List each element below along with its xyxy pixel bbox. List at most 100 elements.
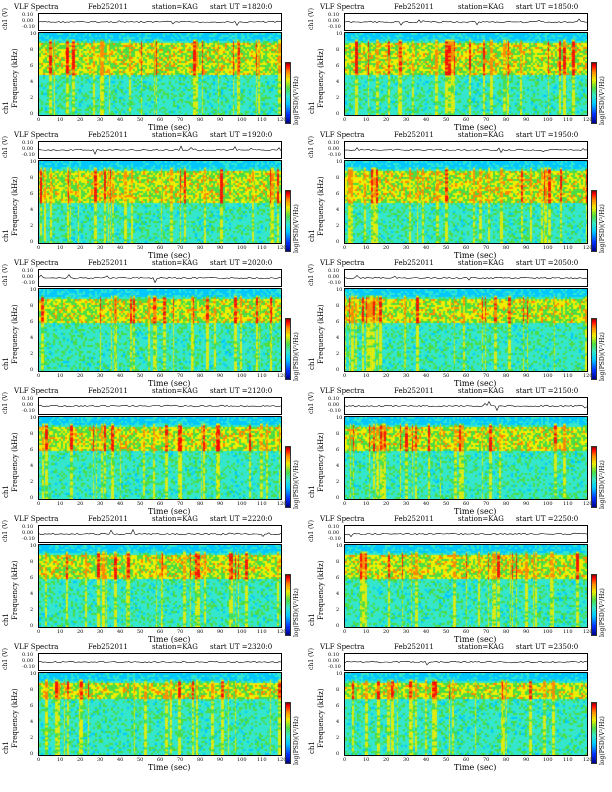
time-tick-label: 120 bbox=[583, 501, 593, 507]
time-tick-label: 30 bbox=[97, 373, 104, 379]
channel-axis-label: ch1 bbox=[2, 741, 10, 754]
spectrogram-canvas bbox=[39, 545, 281, 627]
spectrogram-panel: VLF Spectra Feb252011 station=KAG start UT … bbox=[0, 516, 300, 645]
time-tick-label: 0 bbox=[343, 757, 347, 763]
time-axis-label: Time (sec) bbox=[454, 379, 497, 388]
date-label: Feb252011 bbox=[394, 387, 434, 395]
time-tick-label: 80 bbox=[197, 757, 204, 763]
colorbar bbox=[285, 190, 291, 252]
time-tick-label: 20 bbox=[77, 501, 84, 507]
waveform-strip bbox=[344, 525, 588, 543]
frequency-tick-label: 0 bbox=[30, 623, 34, 629]
waveform-tick-label: 0.00 bbox=[22, 274, 34, 280]
time-axis-label: Time (sec) bbox=[148, 123, 191, 132]
waveform-strip bbox=[344, 141, 588, 159]
spectrogram-panel: VLF Spectra Feb252011 station=KAG start UT … bbox=[306, 4, 606, 133]
time-tick-label: 80 bbox=[197, 245, 204, 251]
frequency-tick-label: 10 bbox=[30, 671, 37, 677]
waveform-tick-label: 0.10 bbox=[328, 524, 340, 530]
frequency-tick-label: 6 bbox=[336, 575, 340, 581]
time-tick-label: 60 bbox=[157, 757, 164, 763]
waveform-line bbox=[39, 404, 281, 408]
time-tick-label: 40 bbox=[423, 501, 430, 507]
waveform-line bbox=[345, 660, 587, 666]
time-tick-label: 20 bbox=[383, 501, 390, 507]
colorbar bbox=[285, 446, 291, 508]
time-tick-label: 50 bbox=[137, 245, 144, 251]
spectrogram-area bbox=[38, 416, 282, 500]
waveform-tick-label: 0.00 bbox=[22, 530, 34, 536]
waveform-tick-label: 0.10 bbox=[328, 12, 340, 18]
waveform-tick-label: -0.10 bbox=[22, 280, 35, 286]
frequency-tick-label: 8 bbox=[30, 47, 34, 53]
time-tick-label: 100 bbox=[237, 373, 247, 379]
start-time-label: start UT =2350:0 bbox=[516, 643, 579, 651]
chart-title: VLF Spectra bbox=[14, 3, 59, 11]
time-tick-label: 50 bbox=[443, 501, 450, 507]
waveform-line bbox=[39, 660, 281, 664]
frequency-axis-label: Frequency (kHz) bbox=[11, 48, 19, 108]
time-tick-label: 90 bbox=[523, 245, 530, 251]
time-tick-label: 0 bbox=[37, 629, 41, 635]
spectrogram-canvas bbox=[39, 33, 281, 115]
time-tick-label: 70 bbox=[177, 757, 184, 763]
chart-title: VLF Spectra bbox=[14, 387, 59, 395]
spectrogram-canvas bbox=[39, 161, 281, 243]
frequency-tick-label: 2 bbox=[30, 95, 34, 101]
station-label: station=KAG bbox=[152, 3, 198, 11]
waveform-line bbox=[39, 274, 281, 284]
time-tick-label: 10 bbox=[363, 373, 370, 379]
time-tick-label: 40 bbox=[423, 757, 430, 763]
channel-axis-label: ch1 bbox=[2, 229, 10, 242]
frequency-tick-label: 2 bbox=[30, 351, 34, 357]
time-axis-label: Time (sec) bbox=[148, 379, 191, 388]
waveform-tick-label: 0.10 bbox=[328, 268, 340, 274]
frequency-axis-label: Frequency (kHz) bbox=[11, 688, 19, 748]
chart-title: VLF Spectra bbox=[14, 643, 59, 651]
frequency-tick-label: 2 bbox=[336, 607, 340, 613]
colorbar-label: log(PSD)(V²/Hz) bbox=[599, 716, 606, 765]
waveform-tick-label: 0.10 bbox=[22, 12, 34, 18]
time-tick-label: 30 bbox=[97, 245, 104, 251]
time-tick-label: 30 bbox=[97, 629, 104, 635]
spectrogram-panel: VLF Spectra Feb252011 station=KAG start UT … bbox=[306, 643, 606, 773]
frequency-tick-label: 6 bbox=[30, 63, 34, 69]
frequency-tick-label: 6 bbox=[30, 191, 34, 197]
time-tick-label: 70 bbox=[483, 629, 490, 635]
time-tick-label: 50 bbox=[443, 373, 450, 379]
station-label: station=KAG bbox=[152, 131, 198, 139]
waveform-axis-label: ch1 (V) bbox=[308, 136, 315, 158]
waveform-tick-label: 0.00 bbox=[328, 658, 340, 664]
waveform-tick-label: 0.10 bbox=[328, 396, 340, 402]
time-tick-label: 60 bbox=[157, 373, 164, 379]
time-tick-label: 60 bbox=[463, 245, 470, 251]
time-tick-label: 90 bbox=[523, 757, 530, 763]
frequency-tick-label: 8 bbox=[30, 687, 34, 693]
channel-axis-label: ch1 bbox=[2, 613, 10, 626]
time-tick-label: 0 bbox=[37, 373, 41, 379]
station-label: station=KAG bbox=[458, 387, 504, 395]
frequency-tick-label: 2 bbox=[30, 735, 34, 741]
frequency-tick-label: 6 bbox=[30, 447, 34, 453]
spectrogram-area bbox=[38, 288, 282, 372]
time-tick-label: 70 bbox=[483, 757, 490, 763]
time-tick-label: 70 bbox=[177, 501, 184, 507]
waveform-tick-label: -0.10 bbox=[22, 408, 35, 414]
waveform-tick-label: 0.00 bbox=[328, 146, 340, 152]
waveform-tick-label: 0.00 bbox=[328, 530, 340, 536]
waveform-axis-label: ch1 (V) bbox=[308, 8, 315, 30]
time-tick-label: 10 bbox=[57, 629, 64, 635]
colorbar bbox=[591, 62, 597, 124]
frequency-tick-label: 6 bbox=[336, 319, 340, 325]
time-tick-label: 50 bbox=[443, 757, 450, 763]
start-time-label: start UT =1920:0 bbox=[210, 131, 273, 139]
waveform-plot bbox=[345, 18, 587, 26]
time-tick-label: 40 bbox=[423, 373, 430, 379]
time-tick-label: 20 bbox=[77, 757, 84, 763]
waveform-tick-label: -0.10 bbox=[328, 24, 341, 30]
station-label: station=KAG bbox=[458, 259, 504, 267]
time-tick-label: 100 bbox=[237, 629, 247, 635]
start-time-label: start UT =2050:0 bbox=[516, 259, 579, 267]
start-time-label: start UT =1820:0 bbox=[210, 3, 273, 11]
time-tick-label: 90 bbox=[523, 629, 530, 635]
